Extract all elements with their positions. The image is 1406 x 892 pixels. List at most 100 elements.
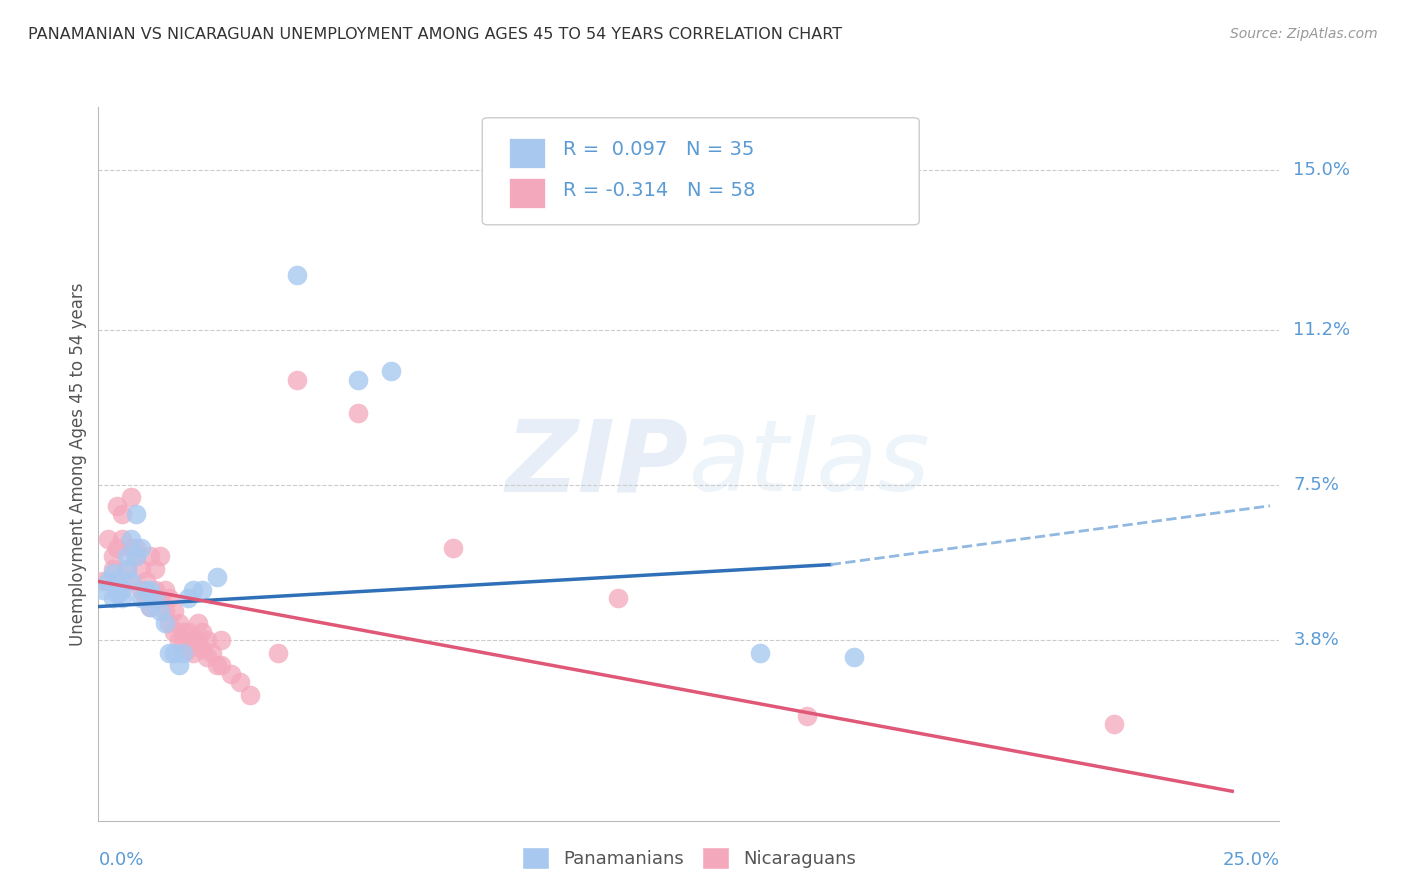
Point xyxy=(121,533,143,547)
Point xyxy=(139,599,162,614)
Point xyxy=(101,591,124,606)
Point xyxy=(121,574,143,589)
Point xyxy=(380,364,402,378)
Point xyxy=(97,533,120,547)
Point xyxy=(129,562,152,576)
Point xyxy=(143,562,166,576)
Point xyxy=(129,591,152,606)
Point xyxy=(91,574,114,589)
Point xyxy=(209,658,232,673)
Point xyxy=(229,675,252,690)
Point xyxy=(105,499,128,513)
Point xyxy=(748,646,770,660)
Point xyxy=(139,582,162,597)
Point xyxy=(125,507,148,521)
Y-axis label: Unemployment Among Ages 45 to 54 years: Unemployment Among Ages 45 to 54 years xyxy=(69,282,87,646)
Point xyxy=(187,633,209,648)
Point xyxy=(101,549,124,564)
Point xyxy=(205,658,228,673)
Point xyxy=(101,566,124,580)
Point xyxy=(267,646,290,660)
Text: 7.5%: 7.5% xyxy=(1294,475,1340,494)
Text: 15.0%: 15.0% xyxy=(1294,161,1350,179)
Point xyxy=(115,562,138,576)
Point xyxy=(201,646,224,660)
Point xyxy=(172,633,194,648)
Text: ZIP: ZIP xyxy=(506,416,689,512)
Point xyxy=(143,591,166,606)
Point xyxy=(285,373,308,387)
Point xyxy=(607,591,630,606)
Point xyxy=(101,562,124,576)
Bar xyxy=(509,178,546,209)
Point xyxy=(91,582,114,597)
Point xyxy=(121,491,143,505)
Text: R = -0.314   N = 58: R = -0.314 N = 58 xyxy=(562,181,755,200)
Point xyxy=(195,649,218,664)
Point xyxy=(172,646,194,660)
Point xyxy=(157,591,180,606)
Point xyxy=(135,591,157,606)
Point xyxy=(844,649,866,664)
Point xyxy=(187,616,209,631)
Point xyxy=(121,541,143,555)
Point xyxy=(139,599,162,614)
Text: 11.2%: 11.2% xyxy=(1294,320,1351,339)
Text: atlas: atlas xyxy=(689,416,931,512)
Text: 25.0%: 25.0% xyxy=(1222,851,1279,869)
Point xyxy=(111,591,134,606)
Text: 0.0%: 0.0% xyxy=(98,851,143,869)
Point xyxy=(163,604,186,618)
Point xyxy=(239,688,262,702)
Point xyxy=(167,658,190,673)
Point xyxy=(163,646,186,660)
FancyBboxPatch shape xyxy=(482,118,920,225)
Point xyxy=(181,582,204,597)
Point xyxy=(105,574,128,589)
Point xyxy=(167,633,190,648)
Point xyxy=(191,582,214,597)
Point xyxy=(139,549,162,564)
Point xyxy=(125,549,148,564)
Point xyxy=(219,666,242,681)
Point xyxy=(1102,717,1125,731)
Point xyxy=(205,570,228,584)
Point xyxy=(125,541,148,555)
Point xyxy=(105,541,128,555)
Point xyxy=(149,549,172,564)
Point xyxy=(153,604,176,618)
Point xyxy=(172,624,194,639)
Point xyxy=(125,549,148,564)
Point xyxy=(157,646,180,660)
Legend: Panamanians, Nicaraguans: Panamanians, Nicaraguans xyxy=(515,839,863,876)
Bar xyxy=(509,137,546,168)
Point xyxy=(347,407,370,421)
Point xyxy=(209,633,232,648)
Point xyxy=(111,533,134,547)
Text: Source: ZipAtlas.com: Source: ZipAtlas.com xyxy=(1230,27,1378,41)
Point xyxy=(181,633,204,648)
Point xyxy=(153,582,176,597)
Point xyxy=(105,587,128,601)
Point xyxy=(111,507,134,521)
Point xyxy=(149,591,172,606)
Point xyxy=(167,616,190,631)
Point xyxy=(441,541,464,555)
Point xyxy=(285,268,308,282)
Point xyxy=(191,624,214,639)
Point xyxy=(97,574,120,589)
Point xyxy=(149,604,172,618)
Point xyxy=(177,641,200,656)
Point xyxy=(115,562,138,576)
Point xyxy=(177,591,200,606)
Point xyxy=(347,373,370,387)
Text: PANAMANIAN VS NICARAGUAN UNEMPLOYMENT AMONG AGES 45 TO 54 YEARS CORRELATION CHAR: PANAMANIAN VS NICARAGUAN UNEMPLOYMENT AM… xyxy=(28,27,842,42)
Text: R =  0.097   N = 35: R = 0.097 N = 35 xyxy=(562,140,754,160)
Point xyxy=(115,549,138,564)
Point xyxy=(143,582,166,597)
Point xyxy=(135,574,157,589)
Point xyxy=(115,574,138,589)
Point xyxy=(111,582,134,597)
Point xyxy=(796,708,818,723)
Point xyxy=(163,624,186,639)
